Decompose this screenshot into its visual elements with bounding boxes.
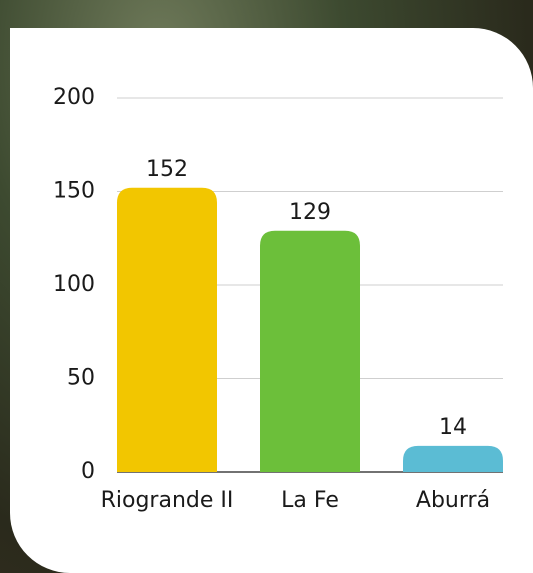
bar: [260, 231, 360, 472]
bar: [117, 188, 217, 472]
value-label: 14: [439, 415, 467, 440]
y-tick-label: 50: [67, 366, 95, 391]
chart: 0 50 100 150 200 Riogrande II 152 La Fe 129 Aburr…: [0, 0, 533, 573]
value-label: 129: [289, 200, 331, 225]
x-tick-label: Riogrande II: [101, 488, 234, 513]
y-tick-label: 0: [81, 459, 95, 484]
y-tick-label: 200: [53, 85, 95, 110]
x-tick-label: La Fe: [281, 488, 339, 513]
screen: 0 50 100 150 200 Riogrande II 152 La Fe 129 Aburr…: [0, 0, 533, 573]
x-tick-label: Aburrá: [416, 488, 490, 513]
y-tick-label: 100: [53, 272, 95, 297]
y-tick-label: 150: [53, 179, 95, 204]
value-label: 152: [146, 157, 188, 182]
bar: [403, 446, 503, 472]
